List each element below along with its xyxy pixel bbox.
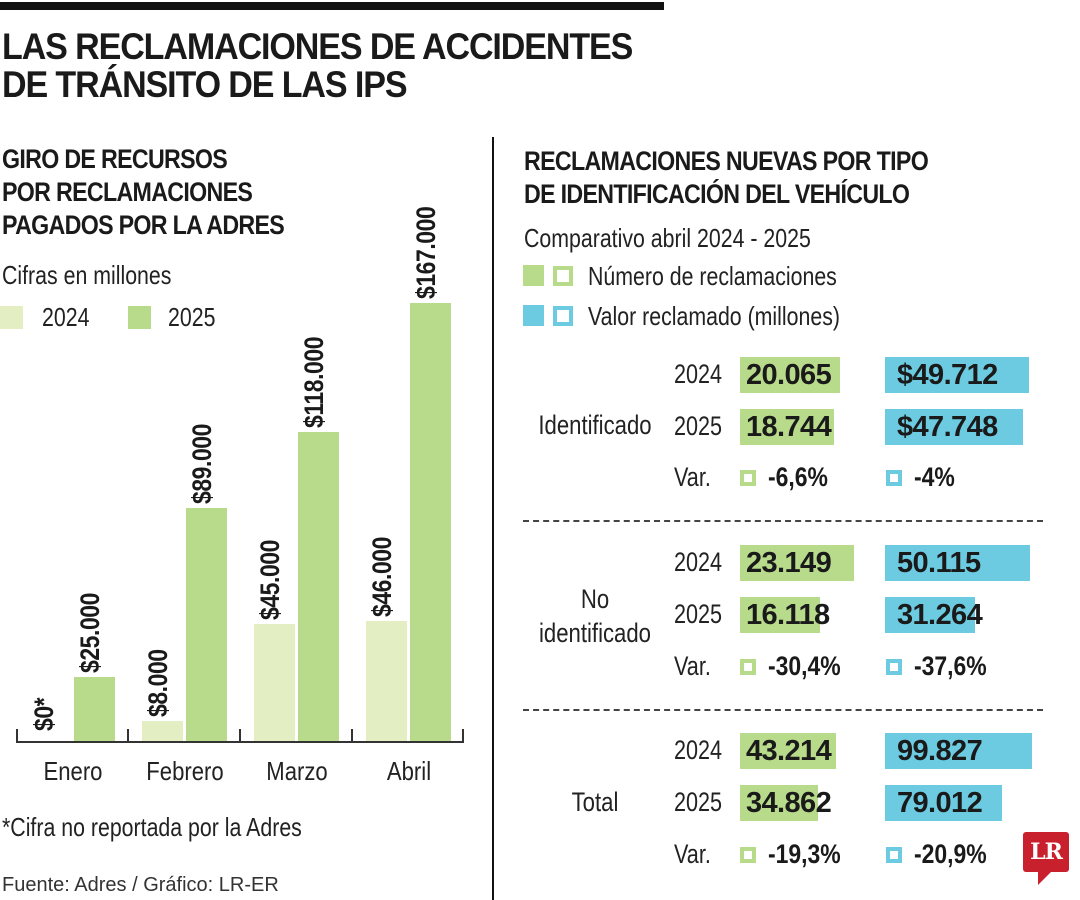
legend-swatch-2025 [128, 306, 151, 329]
year-label: 2024 [674, 735, 723, 765]
var-val-value: -4% [914, 462, 955, 492]
legend-swatch-num-outline [553, 266, 573, 286]
var-num-value: -6,6% [768, 462, 828, 492]
num-box: 20.065 [740, 357, 840, 393]
var-num-value: -19,3% [768, 839, 841, 869]
var-label: Var. [674, 651, 711, 681]
group-separator [523, 709, 1043, 711]
right-heading-line: RECLAMACIONES NUEVAS POR TIPO [524, 146, 929, 176]
column-divider [492, 137, 494, 900]
num-box: 23.149 [740, 545, 854, 581]
legend-swatch-2024 [0, 306, 23, 329]
x-label-enero: Enero [43, 756, 103, 786]
var-val-value: -20,9% [914, 839, 987, 869]
title-line-1: LAS RECLAMACIONES DE ACCIDENTES [2, 26, 633, 67]
val-box: $47.748 [885, 409, 1023, 445]
page-title: LAS RECLAMACIONES DE ACCIDENTES DE TRÁNS… [2, 26, 633, 105]
val-box: $49.712 [885, 357, 1029, 393]
legend-swatch-val-outline [553, 306, 573, 326]
title-line-2: DE TRÁNSITO DE LAS IPS [2, 64, 408, 105]
bar-marzo-2024 [254, 624, 295, 742]
legend-label-2024: 2024 [42, 302, 90, 332]
axis-tick [127, 729, 129, 743]
var-num-marker [740, 847, 756, 863]
var-val-marker [886, 470, 902, 486]
var-val-marker [886, 659, 902, 675]
bar-abril-2024 [366, 621, 407, 742]
legend-swatch-val-filled [523, 305, 544, 326]
value-label-febrero-2024: $8.000 [143, 649, 173, 717]
num-box: 18.744 [740, 409, 834, 445]
val-box: 99.827 [885, 733, 1032, 769]
value-label-abril-2025: $167.000 [411, 206, 441, 299]
bar-abril-2025 [410, 303, 451, 742]
var-val-marker [886, 847, 902, 863]
x-label-marzo: Marzo [266, 756, 328, 786]
var-label: Var. [674, 839, 711, 869]
left-heading: GIRO DE RECURSOS POR RECLAMACIONES PAGAD… [2, 143, 285, 242]
source-credit: Fuente: Adres / Gráfico: LR-ER [2, 874, 279, 896]
var-num-marker [740, 470, 756, 486]
left-heading-line: POR RECLAMACIONES [2, 177, 253, 207]
val-box: 31.264 [885, 597, 983, 633]
year-label: 2025 [674, 411, 723, 441]
var-val-value: -37,6% [914, 651, 987, 681]
lr-logo: LR [1023, 832, 1069, 872]
num-box: 34.862 [740, 785, 832, 821]
bar-febrero-2025 [186, 508, 227, 742]
value-label-febrero-2025: $89.000 [187, 424, 217, 504]
bar-enero-2025 [74, 677, 115, 742]
lr-logo-tail [1038, 871, 1052, 885]
axis-tick [462, 729, 464, 743]
right-heading-line: DE IDENTIFICACIÓN DEL VEHÍCULO [524, 179, 910, 209]
category-line: No [580, 584, 610, 614]
var-num-marker [740, 659, 756, 675]
axis-tick [239, 729, 241, 743]
value-label-marzo-2025: $118.000 [299, 336, 329, 428]
left-subtitle: Cifras en millones [2, 260, 172, 290]
bar-febrero-2024 [142, 721, 183, 742]
value-label-enero-2024: $0* [29, 697, 59, 731]
legend-swatch-num-filled [523, 265, 544, 286]
year-label: 2025 [674, 599, 723, 629]
value-label-enero-2025: $25.000 [75, 593, 105, 673]
axis-tick [351, 729, 353, 743]
axis-tick [16, 729, 18, 743]
legend-label-2025: 2025 [168, 302, 216, 332]
num-box: 43.214 [740, 733, 836, 769]
year-label: 2024 [674, 547, 723, 577]
legend-label-val: Valor reclamado (millones) [588, 301, 840, 331]
left-heading-line: PAGADOS POR LA ADRES [2, 210, 285, 240]
top-rule [0, 2, 664, 10]
x-label-abril: Abril [386, 756, 432, 786]
year-label: 2025 [674, 787, 723, 817]
category-identificado: Identificado [538, 410, 652, 440]
category-line: identificado [538, 618, 652, 648]
val-box: 79.012 [885, 785, 1002, 821]
category-no-identificado: No identificado [534, 582, 657, 650]
left-heading-line: GIRO DE RECURSOS [2, 144, 228, 174]
footnote: *Cifra no reportada por la Adres [2, 812, 302, 842]
val-box: 50.115 [885, 545, 1030, 581]
value-label-abril-2024: $46.000 [367, 537, 397, 617]
value-label-marzo-2024: $45.000 [255, 540, 285, 620]
right-heading: RECLAMACIONES NUEVAS POR TIPO DE IDENTIF… [524, 145, 929, 211]
category-total: Total [571, 787, 619, 817]
var-num-value: -30,4% [768, 651, 841, 681]
var-label: Var. [674, 462, 711, 492]
bar-marzo-2025 [298, 432, 339, 742]
legend-label-num: Número de reclamaciones [588, 261, 837, 291]
x-label-febrero: Febrero [146, 756, 224, 786]
group-separator [523, 520, 1043, 522]
num-box: 16.118 [740, 597, 830, 633]
year-label: 2024 [674, 359, 723, 389]
bar-chart [0, 0, 492, 742]
right-subtitle: Comparativo abril 2024 - 2025 [524, 223, 811, 253]
